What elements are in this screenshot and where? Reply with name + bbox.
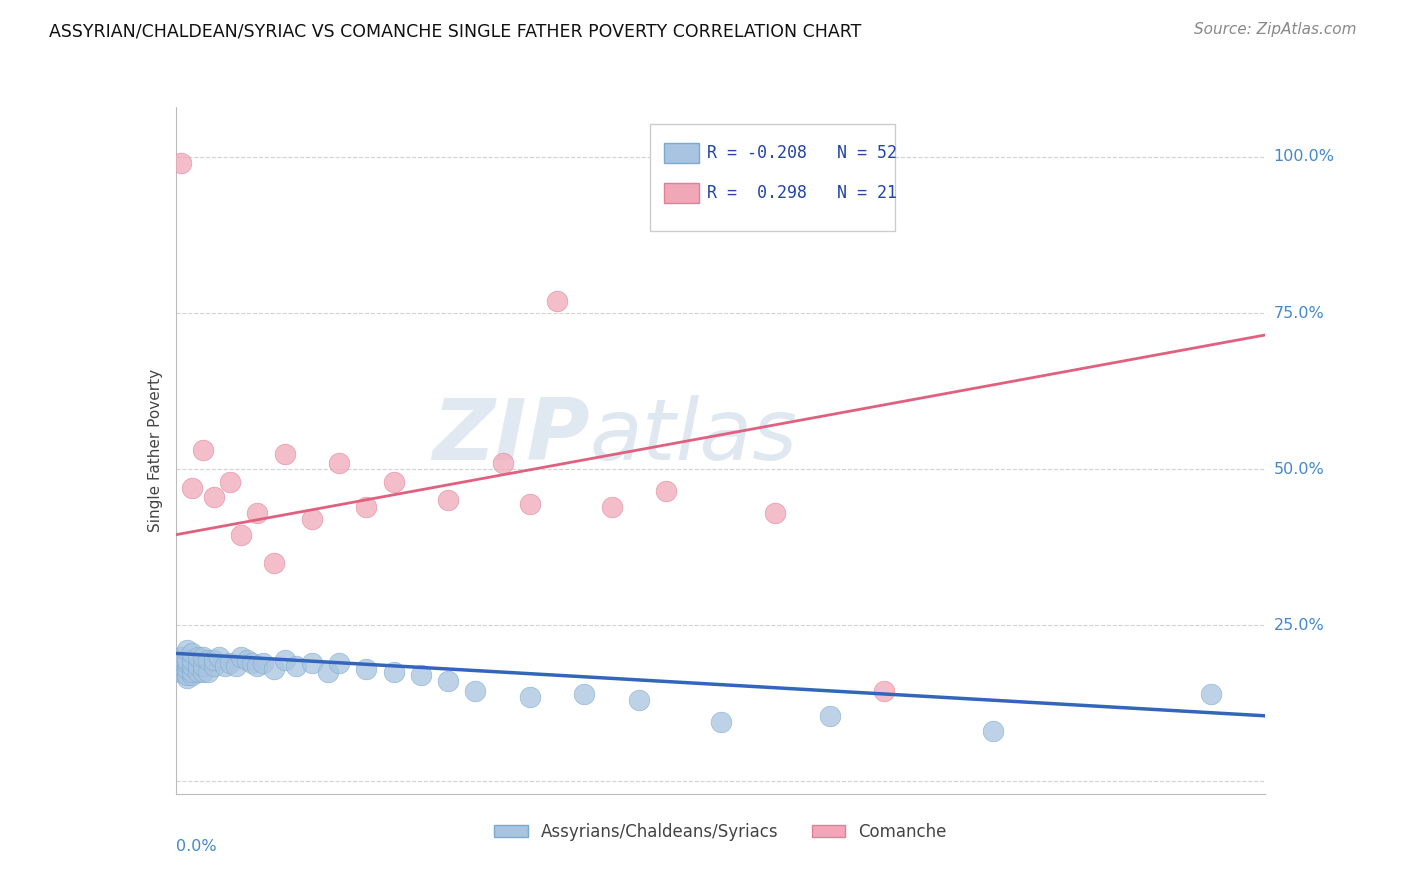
Point bbox=[186, 665, 209, 680]
Point bbox=[208, 649, 231, 664]
Point bbox=[191, 665, 214, 680]
Point bbox=[246, 658, 269, 673]
Point bbox=[214, 658, 236, 673]
Point bbox=[240, 656, 263, 670]
Point bbox=[191, 658, 214, 673]
Point bbox=[328, 656, 350, 670]
Point bbox=[437, 493, 460, 508]
Point bbox=[176, 668, 198, 682]
Point bbox=[191, 443, 214, 458]
Text: ASSYRIAN/CHALDEAN/SYRIAC VS COMANCHE SINGLE FATHER POVERTY CORRELATION CHART: ASSYRIAN/CHALDEAN/SYRIAC VS COMANCHE SIN… bbox=[49, 22, 862, 40]
Point bbox=[231, 528, 253, 542]
Text: 100.0%: 100.0% bbox=[1274, 150, 1334, 164]
Point bbox=[600, 500, 623, 514]
Point bbox=[235, 653, 257, 667]
Point bbox=[170, 658, 193, 673]
Point bbox=[818, 708, 841, 723]
Text: 50.0%: 50.0% bbox=[1274, 462, 1324, 476]
Point bbox=[437, 674, 460, 689]
Point bbox=[409, 668, 432, 682]
Point bbox=[710, 715, 733, 730]
Point bbox=[191, 649, 214, 664]
FancyBboxPatch shape bbox=[664, 183, 699, 203]
Point bbox=[197, 653, 219, 667]
Point bbox=[356, 500, 378, 514]
Point bbox=[981, 724, 1004, 739]
FancyBboxPatch shape bbox=[650, 124, 896, 231]
Point bbox=[181, 653, 204, 667]
Point bbox=[382, 475, 405, 489]
Text: 0.0%: 0.0% bbox=[176, 838, 217, 854]
Point bbox=[170, 649, 193, 664]
Point bbox=[328, 456, 350, 470]
Text: 75.0%: 75.0% bbox=[1274, 306, 1324, 320]
Point bbox=[181, 668, 204, 682]
Point bbox=[202, 658, 225, 673]
Point bbox=[284, 658, 307, 673]
Text: R = -0.208   N = 52: R = -0.208 N = 52 bbox=[707, 145, 897, 162]
Point bbox=[492, 456, 515, 470]
Text: 25.0%: 25.0% bbox=[1274, 618, 1324, 632]
Point bbox=[225, 658, 247, 673]
Text: atlas: atlas bbox=[591, 395, 797, 478]
Point bbox=[356, 662, 378, 676]
Point bbox=[519, 690, 541, 705]
Point bbox=[170, 665, 193, 680]
Point bbox=[301, 512, 323, 526]
Y-axis label: Single Father Poverty: Single Father Poverty bbox=[148, 369, 163, 532]
Point bbox=[181, 481, 204, 495]
Point bbox=[170, 653, 193, 667]
Point bbox=[655, 483, 678, 498]
Legend: Assyrians/Chaldeans/Syriacs, Comanche: Assyrians/Chaldeans/Syriacs, Comanche bbox=[488, 816, 953, 847]
Point bbox=[274, 653, 297, 667]
Point bbox=[318, 665, 340, 680]
Point bbox=[181, 658, 204, 673]
Point bbox=[873, 683, 896, 698]
Point bbox=[252, 656, 274, 670]
Point bbox=[176, 671, 198, 685]
Point bbox=[263, 556, 285, 570]
Point bbox=[382, 665, 405, 680]
Point bbox=[219, 475, 242, 489]
FancyBboxPatch shape bbox=[664, 143, 699, 163]
Point bbox=[181, 665, 204, 680]
Point bbox=[186, 649, 209, 664]
Point bbox=[246, 506, 269, 520]
Point bbox=[197, 665, 219, 680]
Point bbox=[176, 656, 198, 670]
Point bbox=[274, 446, 297, 460]
Point bbox=[176, 653, 198, 667]
Point bbox=[186, 658, 209, 673]
Point bbox=[170, 156, 193, 170]
Point bbox=[176, 643, 198, 657]
Point bbox=[301, 656, 323, 670]
Point bbox=[1199, 687, 1222, 701]
Point bbox=[763, 506, 786, 520]
Point bbox=[176, 662, 198, 676]
Point bbox=[464, 683, 486, 698]
Text: ZIP: ZIP bbox=[432, 395, 591, 478]
Point bbox=[627, 693, 650, 707]
Point bbox=[519, 496, 541, 510]
Point bbox=[574, 687, 596, 701]
Text: R =  0.298   N = 21: R = 0.298 N = 21 bbox=[707, 184, 897, 202]
Point bbox=[231, 649, 253, 664]
Text: Source: ZipAtlas.com: Source: ZipAtlas.com bbox=[1194, 22, 1357, 37]
Point bbox=[263, 662, 285, 676]
Point bbox=[202, 653, 225, 667]
Point bbox=[202, 491, 225, 505]
Point bbox=[219, 656, 242, 670]
Point bbox=[546, 293, 568, 308]
Point bbox=[181, 646, 204, 660]
